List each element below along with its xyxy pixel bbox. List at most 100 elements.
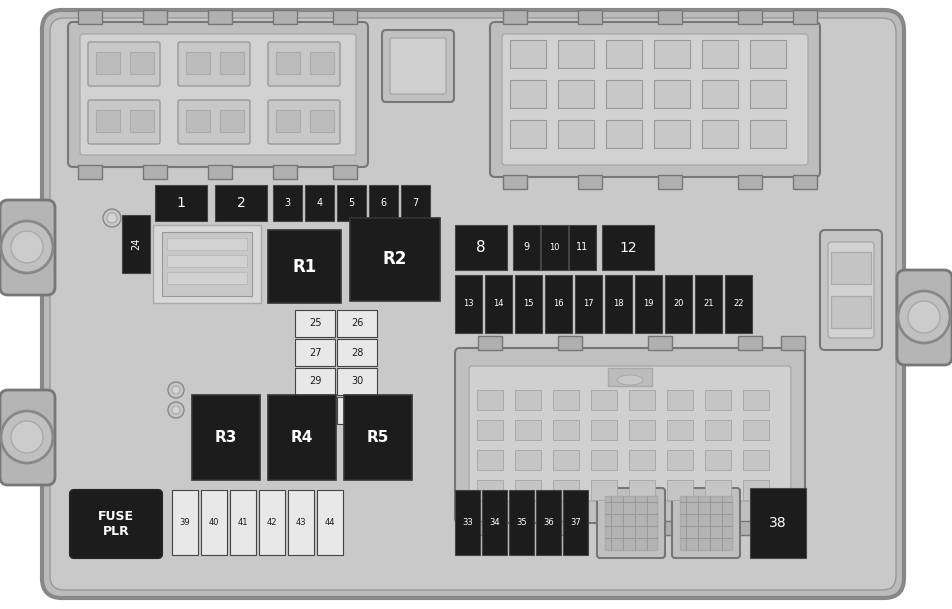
Text: 25: 25 [308,319,321,328]
Bar [545,275,572,333]
Bar [208,10,232,24]
Bar [220,110,244,132]
Bar [167,272,247,284]
FancyBboxPatch shape [597,488,665,558]
Bar [606,80,642,108]
Bar [606,120,642,148]
Bar [515,420,541,440]
Bar [558,40,594,68]
FancyBboxPatch shape [68,22,368,167]
Bar [477,390,503,410]
Bar [477,480,503,500]
Bar [477,450,503,470]
Bar [172,490,198,555]
Circle shape [11,231,43,263]
Bar [515,275,542,333]
Text: 11: 11 [576,242,588,253]
Bar [295,339,335,366]
FancyBboxPatch shape [42,10,904,598]
Bar [743,420,769,440]
Bar [558,120,594,148]
Text: 30: 30 [351,376,363,387]
Circle shape [1,221,53,273]
Bar [509,490,534,555]
Text: R4: R4 [290,430,313,445]
Bar [273,185,302,221]
Bar [337,368,377,395]
Bar [153,225,261,303]
Bar [259,490,285,555]
Bar [743,450,769,470]
Bar [629,450,655,470]
Text: R1: R1 [292,258,317,275]
FancyBboxPatch shape [50,18,896,590]
FancyBboxPatch shape [455,348,805,523]
Bar [558,80,594,108]
Bar [578,175,602,189]
Bar [288,490,314,555]
Bar [201,490,227,555]
Bar [750,488,806,558]
Bar [654,40,690,68]
Bar [230,490,256,555]
Bar [305,185,334,221]
Bar [781,521,805,535]
Bar [781,336,805,350]
Text: 4: 4 [316,198,323,208]
Bar [96,52,120,74]
Bar [667,450,693,470]
Bar [350,218,440,301]
Bar [553,450,579,470]
Bar [276,110,300,132]
Bar [725,275,752,333]
Bar [702,120,738,148]
Bar [738,175,762,189]
FancyBboxPatch shape [820,230,882,350]
Bar [167,238,247,250]
Bar [478,521,502,535]
FancyBboxPatch shape [0,390,55,485]
Bar [295,397,335,424]
Bar [665,275,692,333]
Bar [536,490,561,555]
Circle shape [168,402,184,418]
Bar [569,225,596,270]
Bar [273,10,297,24]
Bar [658,175,682,189]
Text: 20: 20 [673,300,684,309]
Bar [629,420,655,440]
Bar [558,336,582,350]
Bar [658,10,682,24]
Bar [605,275,632,333]
Bar [143,10,167,24]
Circle shape [908,301,940,333]
Bar [485,275,512,333]
Text: 17: 17 [584,300,594,309]
Bar [333,165,357,179]
Bar [515,480,541,500]
Bar [831,252,871,284]
Bar [591,450,617,470]
Text: 21: 21 [704,300,714,309]
Bar [310,52,334,74]
Bar [591,480,617,500]
Bar [268,230,341,303]
Bar [503,10,527,24]
Bar [750,40,786,68]
FancyBboxPatch shape [490,22,820,177]
Text: 24: 24 [131,238,141,250]
Text: 35: 35 [516,518,526,527]
FancyBboxPatch shape [88,100,160,144]
Text: 44: 44 [325,518,335,527]
Text: 31: 31 [308,406,321,415]
Text: 36: 36 [544,518,554,527]
Bar [575,275,602,333]
Bar [635,275,662,333]
FancyBboxPatch shape [268,42,340,86]
Text: 14: 14 [493,300,504,309]
Bar [122,215,150,273]
Bar [591,390,617,410]
Text: 5: 5 [348,198,355,208]
Bar [654,80,690,108]
Bar [738,336,762,350]
